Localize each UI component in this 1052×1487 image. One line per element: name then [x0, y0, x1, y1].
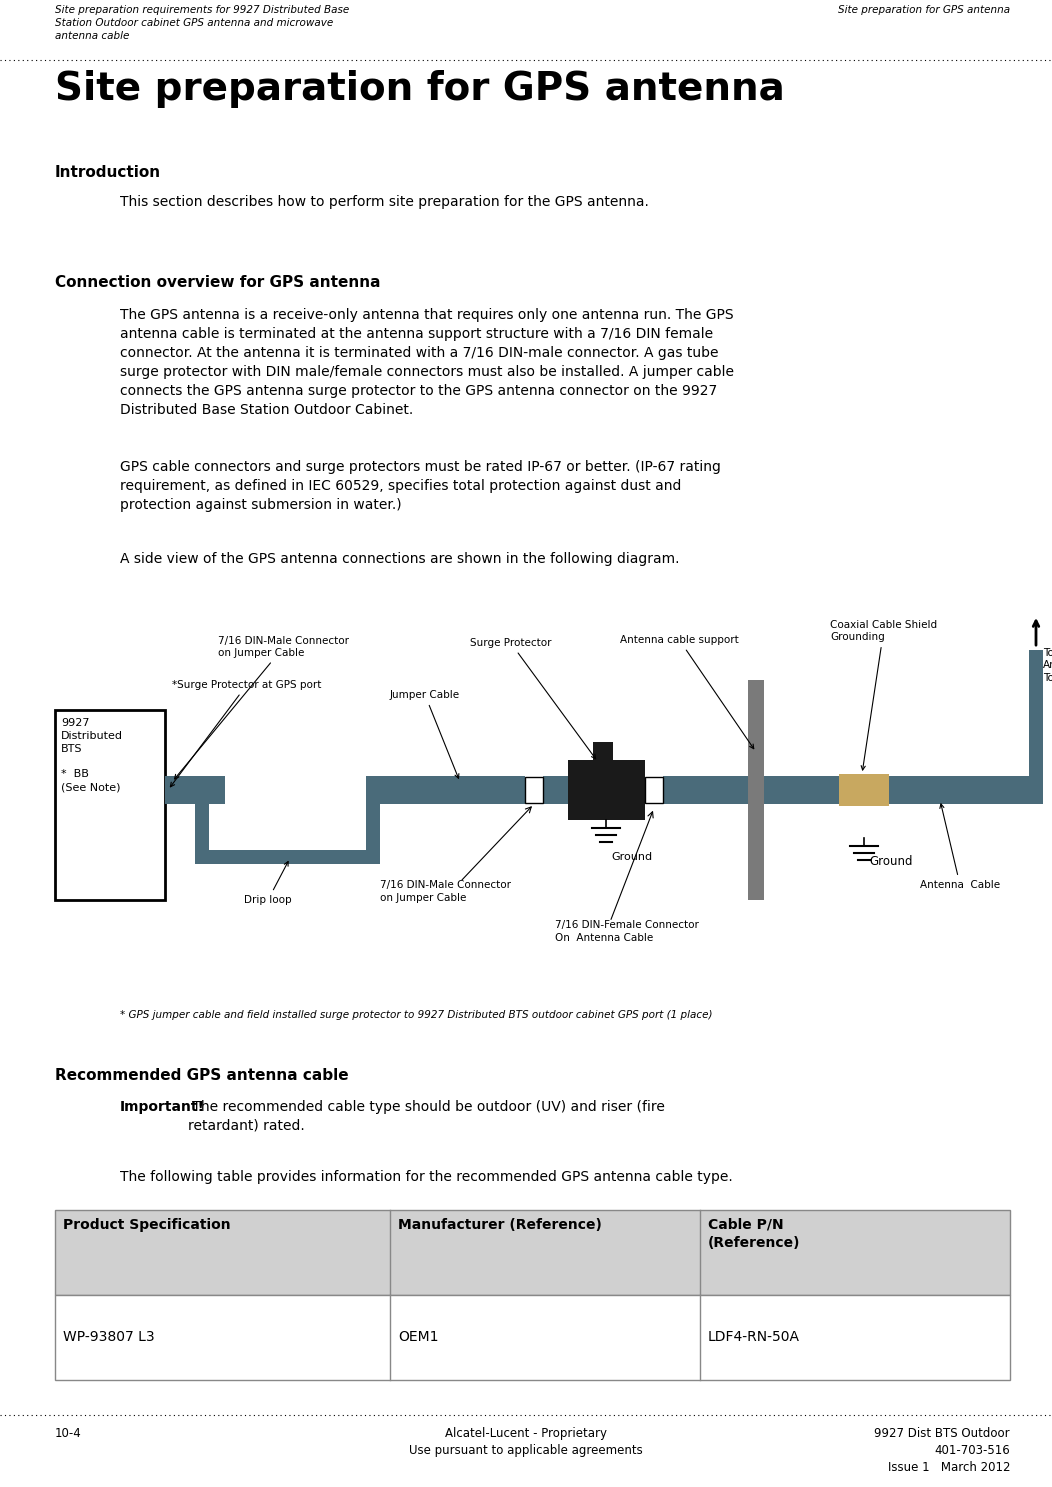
- Text: Recommended GPS antenna cable: Recommended GPS antenna cable: [55, 1068, 348, 1083]
- Bar: [366, 790, 380, 864]
- Bar: [165, 776, 195, 804]
- Text: Ground: Ground: [869, 855, 912, 868]
- Text: Jumper Cable: Jumper Cable: [390, 690, 460, 778]
- Bar: [889, 776, 1029, 804]
- Text: Manufacturer (Reference): Manufacturer (Reference): [398, 1218, 602, 1233]
- Text: Antenna  Cable: Antenna Cable: [920, 804, 1000, 891]
- Text: A side view of the GPS antenna connections are shown in the following diagram.: A side view of the GPS antenna connectio…: [120, 552, 680, 567]
- Text: Antenna cable support: Antenna cable support: [620, 635, 753, 748]
- Text: Cable P/N
(Reference): Cable P/N (Reference): [708, 1218, 801, 1251]
- Bar: [55, 1295, 1010, 1380]
- Bar: [764, 776, 839, 804]
- Bar: [195, 851, 380, 864]
- Bar: [839, 775, 889, 806]
- Text: 7/16 DIN-Male Connector
on Jumper Cable: 7/16 DIN-Male Connector on Jumper Cable: [380, 880, 511, 903]
- Text: Drip loop: Drip loop: [244, 861, 291, 906]
- Text: The following table provides information for the recommended GPS antenna cable t: The following table provides information…: [120, 1170, 733, 1184]
- Text: The GPS antenna is a receive-only antenna that requires only one antenna run. Th: The GPS antenna is a receive-only antenn…: [120, 308, 734, 416]
- Bar: [568, 760, 645, 819]
- Text: LDF4-RN-50A: LDF4-RN-50A: [708, 1329, 800, 1344]
- Bar: [543, 776, 568, 804]
- Bar: [195, 776, 225, 804]
- Bar: [55, 1210, 1010, 1295]
- Text: Surge Protector: Surge Protector: [470, 638, 595, 758]
- Text: 7/16 DIN-Female Connector
On  Antenna Cable: 7/16 DIN-Female Connector On Antenna Cab…: [555, 920, 699, 943]
- Text: Coaxial Cable Shield
Grounding: Coaxial Cable Shield Grounding: [830, 620, 937, 770]
- Text: Connection overview for GPS antenna: Connection overview for GPS antenna: [55, 275, 381, 290]
- Bar: [593, 742, 613, 760]
- Text: 9927 Dist BTS Outdoor
401-703-516
Issue 1   March 2012: 9927 Dist BTS Outdoor 401-703-516 Issue …: [874, 1428, 1010, 1474]
- Text: WP-93807 L3: WP-93807 L3: [63, 1329, 155, 1344]
- Text: This section describes how to perform site preparation for the GPS antenna.: This section describes how to perform si…: [120, 195, 649, 210]
- Text: 9927
Distributed
BTS

*  BB
(See Note): 9927 Distributed BTS * BB (See Note): [61, 718, 123, 793]
- Bar: [366, 776, 410, 804]
- Text: 7/16 DIN-Male Connector
on Jumper Cable: 7/16 DIN-Male Connector on Jumper Cable: [175, 636, 349, 779]
- Text: Important!: Important!: [120, 1100, 205, 1114]
- Text: Ground: Ground: [611, 852, 652, 862]
- Bar: [410, 776, 525, 804]
- Text: Product Specification: Product Specification: [63, 1218, 230, 1233]
- Bar: [748, 680, 764, 900]
- Text: OEM1: OEM1: [398, 1329, 439, 1344]
- Text: To
Antenna
Tower: To Antenna Tower: [1043, 648, 1052, 683]
- Text: 10-4: 10-4: [55, 1428, 82, 1439]
- Text: Site preparation for GPS antenna: Site preparation for GPS antenna: [55, 70, 785, 109]
- Bar: [663, 776, 748, 804]
- Text: Introduction: Introduction: [55, 165, 161, 180]
- Bar: [55, 709, 165, 900]
- Text: * GPS jumper cable and field installed surge protector to 9927 Distributed BTS o: * GPS jumper cable and field installed s…: [120, 1010, 712, 1020]
- Text: GPS cable connectors and surge protectors must be rated IP-67 or better. (IP-67 : GPS cable connectors and surge protector…: [120, 459, 721, 512]
- Text: Site preparation requirements for 9927 Distributed Base
Station Outdoor cabinet : Site preparation requirements for 9927 D…: [55, 4, 349, 42]
- Text: The recommended cable type should be outdoor (UV) and riser (fire
retardant) rat: The recommended cable type should be out…: [188, 1100, 665, 1133]
- Text: Alcatel-Lucent - Proprietary
Use pursuant to applicable agreements: Alcatel-Lucent - Proprietary Use pursuan…: [409, 1428, 643, 1457]
- Bar: [525, 778, 543, 803]
- Bar: [195, 790, 209, 864]
- Text: Site preparation for GPS antenna: Site preparation for GPS antenna: [837, 4, 1010, 15]
- Text: *Surge Protector at GPS port: *Surge Protector at GPS port: [170, 680, 321, 787]
- Bar: [1029, 650, 1043, 804]
- Bar: [645, 778, 663, 803]
